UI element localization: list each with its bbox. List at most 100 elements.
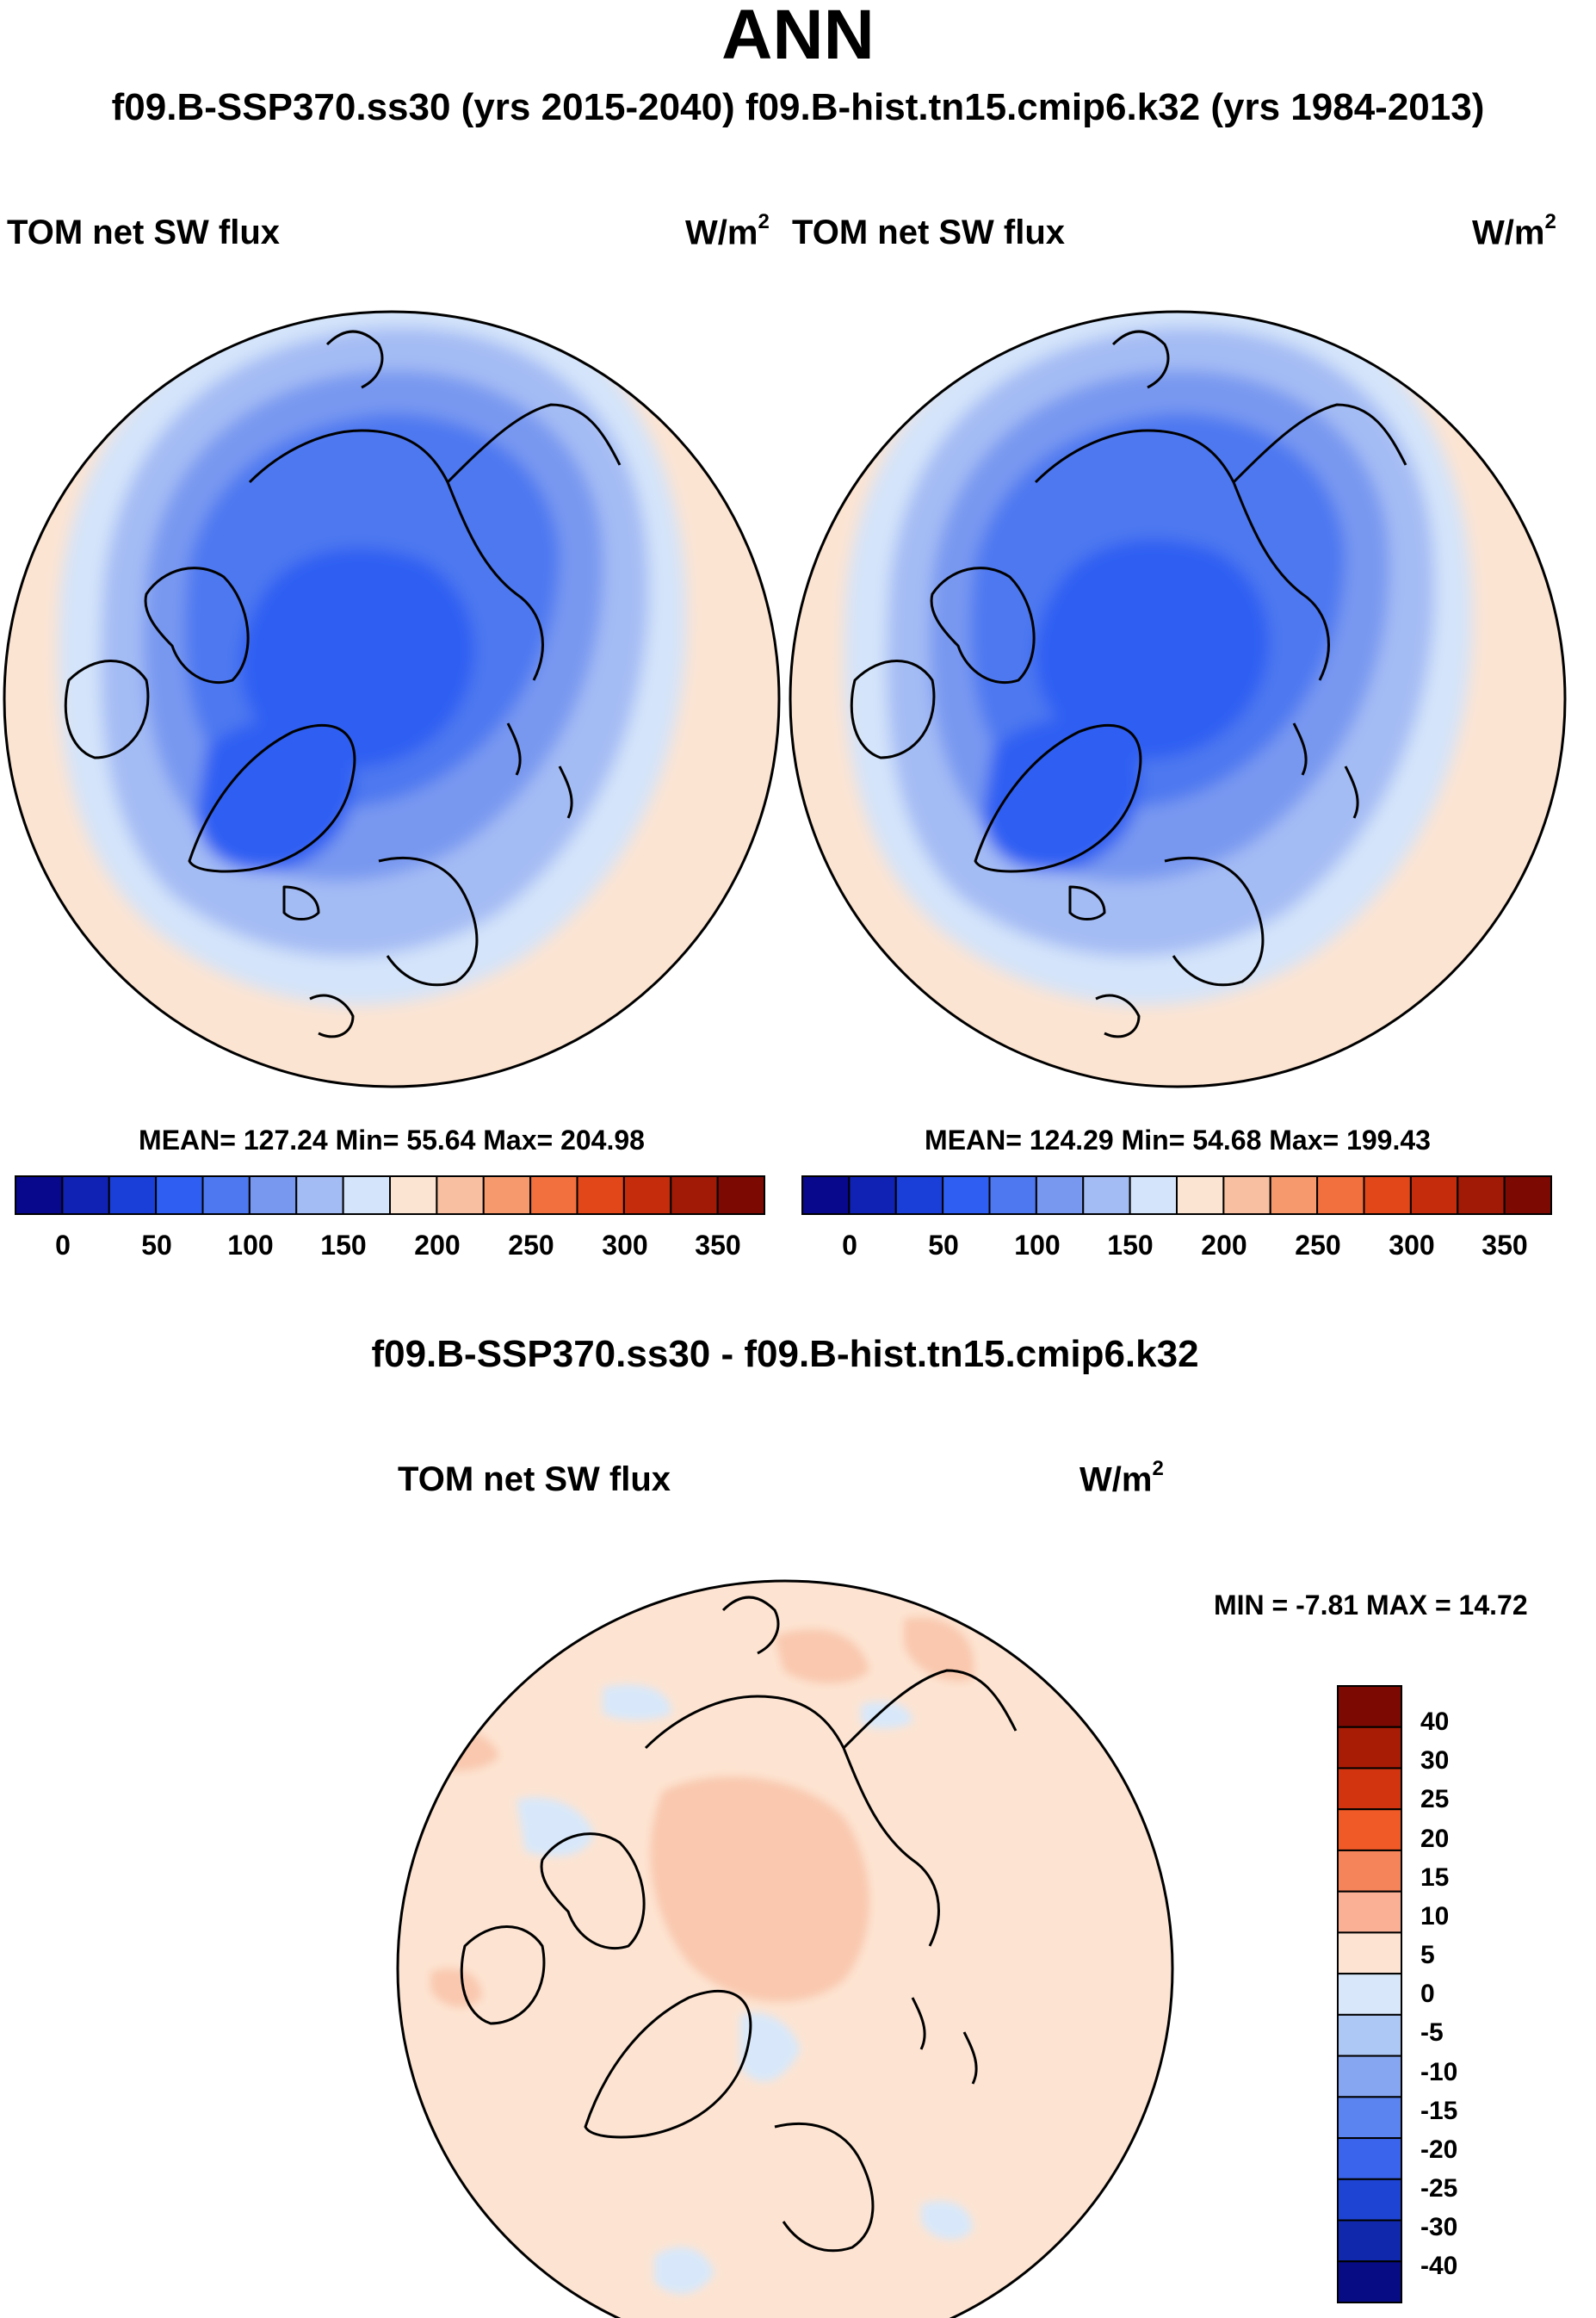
colorbar-cell <box>1337 2260 1402 2303</box>
right-cb-label: 0 <box>842 1230 857 1261</box>
diff-panel-units: W/m2 <box>1079 1457 1164 1499</box>
colorbar-cell <box>670 1175 719 1215</box>
colorbar-cell <box>295 1175 344 1215</box>
diff-cb-label: 5 <box>1420 1941 1435 1969</box>
colorbar-cell <box>1316 1175 1365 1215</box>
left-map-border <box>3 310 781 1088</box>
colorbar-cell <box>1337 2013 1402 2057</box>
right-panel-units: W/m2 <box>1472 210 1556 252</box>
right-panel-variable: TOM net SW flux <box>792 214 1066 251</box>
colorbar-cell <box>1337 2219 1402 2263</box>
colorbar-cell <box>342 1175 391 1215</box>
colorbar-cell <box>1222 1175 1271 1215</box>
difference-map-border <box>396 1579 1174 2318</box>
diff-cb-label: 25 <box>1420 1785 1450 1813</box>
colorbar-cell <box>1035 1175 1085 1215</box>
diff-units-exp: 2 <box>1152 1457 1164 1480</box>
diff-panel-variable: TOM net SW flux <box>398 1460 671 1498</box>
colorbar-cell <box>1337 1973 1402 2016</box>
colorbar-cell <box>15 1175 64 1215</box>
diff-cb-label: 20 <box>1420 1825 1450 1853</box>
right-units-base: W/m <box>1472 214 1545 252</box>
colorbar-cell <box>1082 1175 1131 1215</box>
flux-contours <box>58 312 687 1006</box>
colorbar-cell <box>1457 1175 1506 1215</box>
colorbar-cell <box>529 1175 578 1215</box>
colorbar-cell <box>155 1175 204 1215</box>
right-cb-label: 150 <box>1107 1230 1154 1261</box>
colorbar-cell <box>1337 1931 1402 1975</box>
left-colorbar <box>15 1175 765 1215</box>
left-cb-label: 300 <box>602 1230 648 1261</box>
colorbar-cell <box>389 1175 438 1215</box>
diff-cb-label: -20 <box>1420 2135 1458 2164</box>
left-units-exp: 2 <box>758 210 770 233</box>
colorbar-cell <box>1337 1767 1402 1811</box>
left-cb-label: 50 <box>141 1230 172 1261</box>
colorbar-cell <box>848 1175 897 1215</box>
right-colorbar <box>801 1175 1552 1215</box>
colorbar-cell <box>942 1175 991 1215</box>
right-cb-label: 250 <box>1295 1230 1341 1261</box>
right-panel-stats: MEAN= 124.29 Min= 54.68 Max= 199.43 <box>925 1125 1431 1156</box>
diff-cb-label: 40 <box>1420 1708 1450 1736</box>
diff-cb-label: 0 <box>1420 1980 1435 2008</box>
colorbar-cell <box>1337 1685 1402 1728</box>
colorbar-cell <box>1337 2137 1402 2180</box>
diff-cb-label: 15 <box>1420 1863 1450 1892</box>
diff-cb-label: -30 <box>1420 2213 1458 2241</box>
left-panel-units: W/m2 <box>685 210 770 252</box>
colorbar-cell <box>1176 1175 1225 1215</box>
left-cb-label: 0 <box>55 1230 71 1261</box>
colorbar-cell <box>1337 2178 1402 2222</box>
colorbar-cell <box>248 1175 298 1215</box>
colorbar-cell <box>436 1175 485 1215</box>
left-cb-label: 250 <box>508 1230 554 1261</box>
colorbar-cell <box>1337 1808 1402 1851</box>
difference-polar-map <box>398 1581 1172 2318</box>
diff-units-base: W/m <box>1079 1460 1153 1499</box>
left-units-base: W/m <box>685 214 758 252</box>
right-cb-label: 200 <box>1201 1230 1247 1261</box>
diff-panel-stats: MIN = -7.81 MAX = 14.72 <box>1214 1590 1528 1621</box>
colorbar-cell <box>1129 1175 1178 1215</box>
right-map-border <box>789 310 1567 1088</box>
diff-cb-label: 10 <box>1420 1902 1450 1931</box>
figure-title: ANN <box>721 0 875 74</box>
left-polar-map <box>4 312 779 1087</box>
right-units-exp: 2 <box>1544 210 1556 233</box>
left-cb-label: 350 <box>695 1230 741 1261</box>
colorbar-cell <box>201 1175 251 1215</box>
diff-cb-label: -15 <box>1420 2097 1458 2125</box>
diff-cb-label: -40 <box>1420 2252 1458 2280</box>
left-panel-variable: TOM net SW flux <box>7 214 281 251</box>
figure-subtitle: f09.B-SSP370.ss30 (yrs 2015-2040) f09.B-… <box>111 86 1485 128</box>
coastlines <box>850 330 1407 1038</box>
colorbar-cell <box>622 1175 672 1215</box>
left-panel-stats: MEAN= 127.24 Min= 55.64 Max= 204.98 <box>139 1125 645 1156</box>
colorbar-cell <box>1269 1175 1319 1215</box>
colorbar-cell <box>988 1175 1037 1215</box>
diff-cb-label: -25 <box>1420 2174 1458 2203</box>
colorbar-cell <box>1363 1175 1412 1215</box>
colorbar-cell <box>1409 1175 1459 1215</box>
right-polar-map <box>790 312 1565 1087</box>
left-cb-label: 200 <box>414 1230 461 1261</box>
colorbar-cell <box>1337 2055 1402 2098</box>
left-cb-label: 100 <box>227 1230 274 1261</box>
coastlines <box>64 330 622 1038</box>
colorbar-cell <box>61 1175 110 1215</box>
colorbar-cell <box>894 1175 944 1215</box>
colorbar-cell <box>482 1175 532 1215</box>
colorbar-cell <box>108 1175 158 1215</box>
colorbar-cell <box>1337 1849 1402 1893</box>
coastlines <box>460 1596 1018 2253</box>
colorbar-cell <box>1337 2096 1402 2140</box>
difference-heading: f09.B-SSP370.ss30 - f09.B-hist.tn15.cmip… <box>371 1333 1199 1375</box>
colorbar-cell <box>1503 1175 1552 1215</box>
diff-cb-label: 30 <box>1420 1746 1450 1775</box>
colorbar-cell <box>716 1175 765 1215</box>
diff-cb-label: -10 <box>1420 2058 1458 2086</box>
diff-cb-label: -5 <box>1420 2018 1444 2047</box>
